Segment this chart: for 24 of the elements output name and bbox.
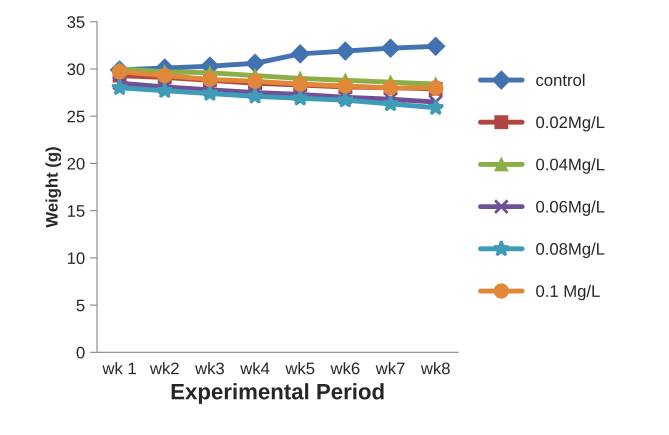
x-tick-label: wk3 xyxy=(195,362,224,374)
legend-label: 0.08Mg/L xyxy=(536,242,604,258)
y-tick-label: 0 xyxy=(76,346,85,359)
y-axis-title: Weight (g) xyxy=(46,147,62,228)
legend-label: 0.02Mg/L xyxy=(536,116,604,132)
y-tick-label: 20 xyxy=(68,158,85,170)
legend-label: 0.1 Mg/L xyxy=(536,284,600,300)
x-tick-label: wk7 xyxy=(376,362,405,374)
x-tick-label: wk5 xyxy=(285,362,314,374)
legend-label: 0.06Mg/L xyxy=(536,200,604,216)
x-tick-label: wk4 xyxy=(240,362,270,374)
x-tick-label: wk2 xyxy=(150,362,179,374)
x-tick-label: wk 1 xyxy=(102,362,136,374)
y-tick-label: 30 xyxy=(67,63,85,76)
x-axis-title: Experimental Period xyxy=(172,383,384,404)
y-tick-label: 15 xyxy=(68,205,85,217)
x-tick-label: wk6 xyxy=(330,362,360,374)
y-tick-label: 5 xyxy=(76,300,84,312)
y-tick-label: 35 xyxy=(67,16,85,28)
legend-label: control xyxy=(536,74,584,86)
y-tick-label: 25 xyxy=(68,110,85,122)
legend-label: 0.04Mg/L xyxy=(536,158,604,174)
y-tick-label: 10 xyxy=(68,252,85,264)
x-tick-label: wk8 xyxy=(420,362,450,374)
